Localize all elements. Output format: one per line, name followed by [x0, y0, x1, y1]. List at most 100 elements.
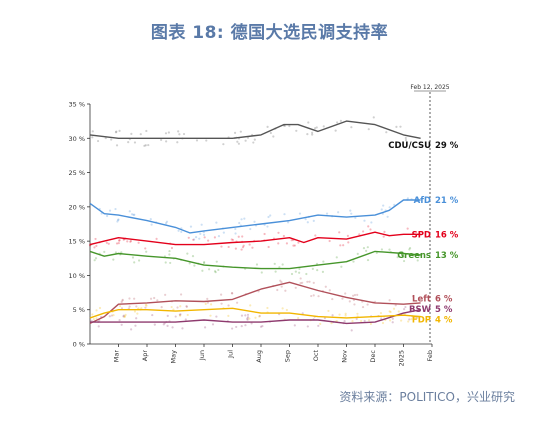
- poll-dot: [128, 297, 131, 300]
- poll-dot: [389, 319, 392, 322]
- poll-dot: [168, 253, 171, 256]
- poll-dot: [322, 260, 325, 263]
- poll-dot: [129, 240, 132, 243]
- poll-dot: [214, 271, 217, 274]
- poll-dot: [284, 289, 287, 292]
- poll-dot: [323, 317, 326, 320]
- poll-dot: [367, 319, 371, 322]
- poll-dot: [233, 131, 237, 134]
- poll-dot: [353, 303, 356, 306]
- series-value-spd: 16 %: [435, 230, 459, 240]
- y-tick-label: 25 %: [68, 169, 85, 177]
- poll-dot: [355, 317, 358, 321]
- poll-dot: [334, 129, 337, 132]
- poll-dot: [297, 241, 300, 244]
- poll-dot: [282, 234, 285, 238]
- poll-dot: [153, 323, 156, 326]
- poll-dot: [290, 272, 294, 276]
- poll-dot: [311, 131, 314, 134]
- poll-dot: [386, 215, 389, 218]
- poll-dot: [316, 269, 319, 272]
- poll-dot: [203, 236, 206, 239]
- poll-dot: [324, 285, 327, 288]
- poll-dot: [215, 315, 218, 318]
- poll-dot: [137, 241, 140, 244]
- poll-dot: [404, 136, 407, 140]
- y-tick-label: 0 %: [73, 341, 85, 349]
- poll-dot: [412, 316, 415, 320]
- poll-dot: [115, 130, 118, 133]
- poll-dot: [198, 237, 201, 240]
- poll-dot: [188, 262, 191, 265]
- series-line-fdp: [89, 307, 421, 319]
- poll-dot: [93, 259, 96, 262]
- poll-dot: [241, 246, 245, 249]
- poll-dot: [250, 322, 253, 325]
- x-tick-label: Aug: [255, 350, 263, 363]
- poll-dot: [94, 237, 97, 241]
- poll-dot: [133, 261, 136, 264]
- poll-dot: [164, 261, 167, 264]
- poll-dot: [331, 314, 334, 317]
- poll-dot: [328, 289, 331, 292]
- poll-dot: [178, 133, 181, 136]
- poll-dot: [206, 297, 209, 300]
- poll-dot: [129, 239, 133, 242]
- poll-dot: [379, 311, 383, 315]
- poll-dot: [283, 213, 286, 216]
- poll-dot: [120, 323, 123, 326]
- poll-dot: [187, 236, 190, 239]
- poll-dot: [128, 210, 131, 213]
- poll-dot: [126, 240, 129, 243]
- poll-dot: [280, 280, 283, 284]
- poll-dot: [269, 131, 272, 135]
- poll-dot: [293, 324, 296, 327]
- poll-dot: [330, 322, 333, 325]
- poll-dot: [343, 320, 346, 323]
- poll-dot: [179, 293, 183, 296]
- poll-dot: [255, 263, 259, 266]
- poll-dot: [118, 239, 121, 242]
- poll-dot: [246, 318, 249, 321]
- poll-dot: [195, 139, 199, 142]
- poll-dot: [166, 324, 169, 327]
- poll-dot: [115, 144, 119, 147]
- poll-dot: [246, 313, 250, 316]
- poll-dot: [393, 203, 396, 206]
- poll-dot: [164, 132, 168, 135]
- poll-dot: [406, 227, 409, 230]
- source-note: 资料来源：POLITICO，兴业研究: [339, 390, 515, 404]
- poll-dot: [285, 308, 288, 312]
- poll-dot: [133, 141, 137, 144]
- poll-dot: [121, 299, 124, 302]
- poll-dot: [322, 125, 325, 128]
- poll-dot: [193, 238, 196, 241]
- poll-dot: [117, 219, 120, 222]
- poll-dot: [136, 312, 139, 315]
- poll-dot: [132, 213, 135, 216]
- poll-dot: [118, 319, 121, 322]
- poll-dot: [399, 125, 402, 128]
- poll-dot: [95, 309, 98, 312]
- poll-dot: [281, 307, 284, 310]
- poll-dot: [120, 307, 124, 310]
- poll-dot: [285, 242, 289, 245]
- poll-dot: [167, 131, 170, 134]
- poll-dot: [380, 248, 384, 251]
- poll-dot: [91, 136, 94, 139]
- poll-dot: [248, 317, 251, 320]
- poll-dot: [258, 314, 261, 318]
- poll-dot: [272, 135, 275, 138]
- poll-dot: [337, 211, 340, 214]
- poll-dot: [251, 246, 254, 249]
- poll-dot: [253, 138, 256, 141]
- poll-dot: [144, 303, 147, 306]
- poll-dot: [383, 230, 386, 234]
- poll-dot: [160, 306, 163, 309]
- x-tick-label: Feb: [426, 350, 434, 362]
- poll-dot: [274, 270, 277, 273]
- poll-dot: [340, 265, 343, 268]
- poll-dot: [95, 244, 98, 248]
- poll-dot: [134, 324, 137, 327]
- poll-dot: [230, 292, 234, 295]
